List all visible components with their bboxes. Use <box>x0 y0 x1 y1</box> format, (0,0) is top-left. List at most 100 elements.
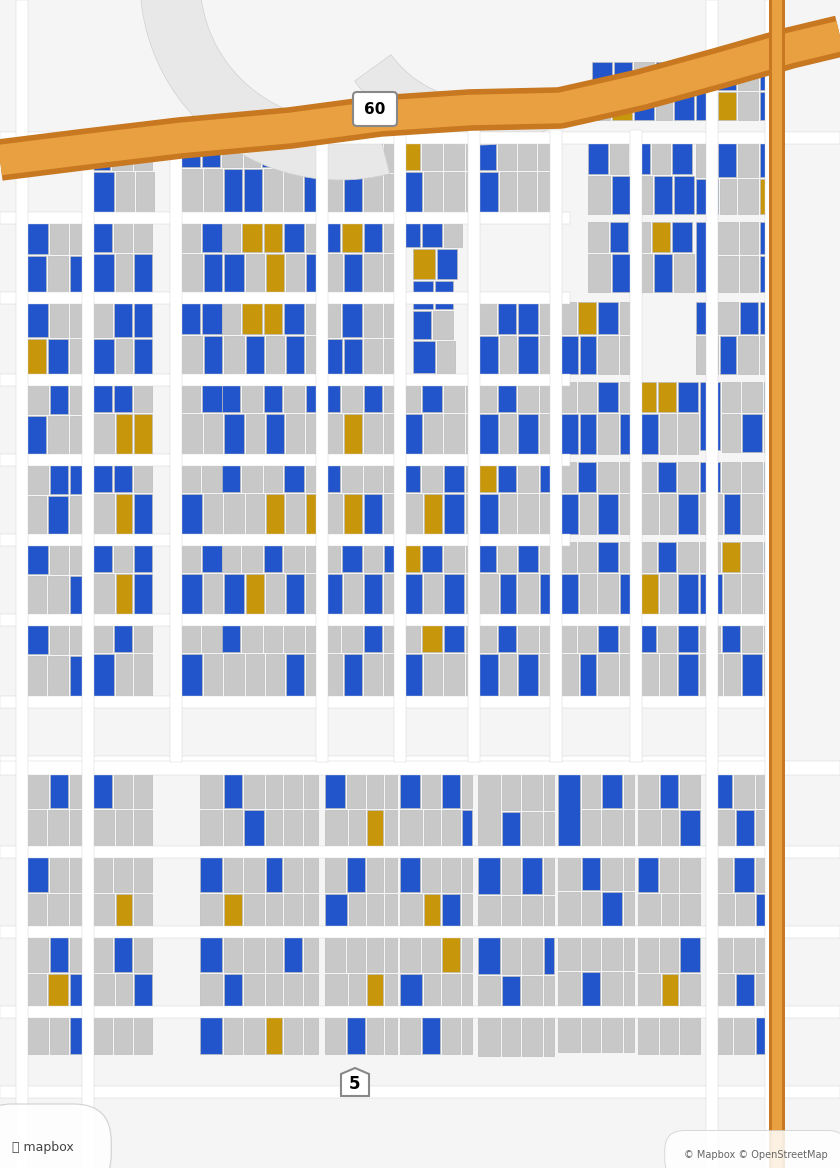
Bar <box>385 974 397 1014</box>
Bar <box>385 934 397 972</box>
Bar <box>402 542 420 572</box>
Bar <box>620 542 632 572</box>
Bar <box>342 542 362 572</box>
Bar <box>556 463 576 492</box>
Bar <box>660 494 676 534</box>
Bar <box>384 382 398 412</box>
Bar <box>244 770 264 808</box>
Bar <box>304 770 318 808</box>
Bar <box>422 770 440 808</box>
Bar <box>364 623 382 652</box>
Bar <box>678 463 698 492</box>
Bar <box>437 341 455 373</box>
Bar <box>134 542 152 572</box>
Bar <box>286 253 304 294</box>
Bar <box>180 222 200 252</box>
Bar <box>70 416 86 454</box>
Bar <box>116 974 132 1014</box>
Bar <box>402 623 420 652</box>
Bar <box>322 654 342 696</box>
Bar <box>48 974 68 1014</box>
Bar <box>540 573 550 614</box>
Bar <box>116 809 132 850</box>
Bar <box>70 542 86 573</box>
Bar <box>364 382 382 412</box>
Bar <box>246 654 264 696</box>
Bar <box>556 382 576 412</box>
Bar <box>286 573 304 614</box>
Bar <box>444 463 464 492</box>
Bar <box>70 256 86 294</box>
Bar <box>0 762 840 776</box>
Bar <box>116 253 132 294</box>
Bar <box>602 1014 622 1052</box>
Bar <box>202 463 222 492</box>
Bar <box>500 654 516 696</box>
Bar <box>385 1016 397 1054</box>
Bar <box>612 176 630 214</box>
Bar <box>70 382 86 413</box>
Bar <box>92 222 112 252</box>
Bar <box>462 770 472 808</box>
Bar <box>636 494 658 534</box>
Bar <box>384 654 398 696</box>
Bar <box>116 494 132 534</box>
Bar <box>92 142 110 171</box>
Bar <box>466 382 474 412</box>
Bar <box>424 413 442 454</box>
Bar <box>202 623 222 652</box>
Bar <box>200 851 222 892</box>
Bar <box>620 654 630 696</box>
Bar <box>764 494 772 534</box>
Bar <box>180 382 200 412</box>
Bar <box>540 336 550 374</box>
Bar <box>638 934 658 972</box>
Bar <box>764 463 772 492</box>
Bar <box>714 851 732 892</box>
Bar <box>266 894 282 932</box>
Bar <box>222 463 240 492</box>
Bar <box>598 573 618 614</box>
Bar <box>114 463 132 492</box>
Bar <box>760 62 770 90</box>
Bar <box>364 573 382 614</box>
Bar <box>114 382 132 412</box>
Bar <box>442 770 460 808</box>
Bar <box>347 851 365 892</box>
Bar <box>522 770 542 809</box>
Bar <box>422 222 442 246</box>
Bar <box>620 303 632 334</box>
Bar <box>264 463 282 492</box>
Bar <box>264 169 282 214</box>
Bar <box>602 809 622 848</box>
Bar <box>680 770 700 808</box>
Bar <box>444 573 464 614</box>
Bar <box>264 382 282 412</box>
Bar <box>476 142 496 171</box>
Bar <box>134 303 152 338</box>
Bar <box>540 413 550 454</box>
Bar <box>740 222 758 253</box>
Bar <box>402 222 420 246</box>
Bar <box>442 894 460 932</box>
Bar <box>722 413 740 452</box>
Bar <box>92 253 114 294</box>
Bar <box>0 213 570 224</box>
Bar <box>384 303 398 338</box>
Bar <box>580 494 596 534</box>
Bar <box>400 934 420 972</box>
Bar <box>638 894 660 932</box>
Bar <box>26 851 48 892</box>
Bar <box>760 92 770 120</box>
Bar <box>422 934 440 972</box>
Bar <box>26 303 48 338</box>
Bar <box>602 892 622 930</box>
Bar <box>462 851 472 892</box>
Bar <box>518 463 538 492</box>
Polygon shape <box>140 0 390 180</box>
Bar <box>134 339 152 374</box>
Bar <box>204 253 222 294</box>
Bar <box>742 623 762 652</box>
Bar <box>0 696 770 708</box>
Bar <box>660 934 678 972</box>
